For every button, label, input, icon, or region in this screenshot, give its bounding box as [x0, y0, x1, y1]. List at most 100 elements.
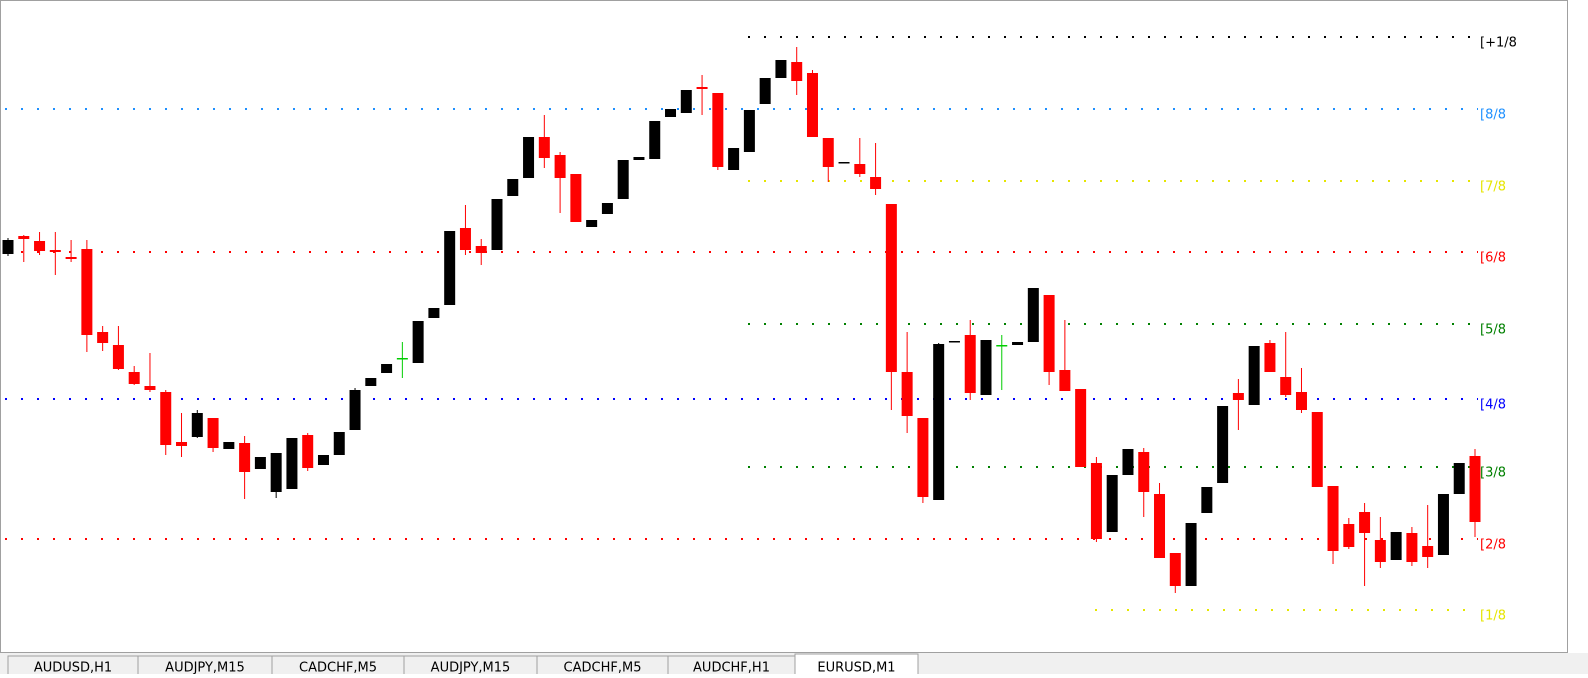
candle-body — [1232, 393, 1244, 400]
candle-body — [1280, 377, 1292, 395]
candle-body — [1437, 494, 1449, 555]
candle-body — [712, 93, 724, 167]
candle-body — [996, 345, 1008, 347]
candle-body — [759, 78, 771, 104]
candle-body — [333, 432, 345, 455]
candle-body — [649, 121, 661, 159]
candle-body — [365, 378, 377, 386]
chart-frame — [0, 0, 1568, 653]
candle-body — [1122, 449, 1134, 475]
candle-body — [1453, 463, 1465, 494]
candle-body — [822, 138, 834, 167]
candle-body — [948, 341, 960, 343]
tab-label[interactable]: AUDUSD,H1 — [34, 661, 112, 676]
tab-label[interactable]: CADCHF,M5 — [564, 661, 642, 676]
candle-body — [302, 435, 314, 468]
tab-label[interactable]: EURUSD,M1 — [817, 661, 895, 676]
candle-body — [444, 231, 456, 305]
candle-body — [239, 443, 251, 472]
candle-body — [207, 418, 219, 448]
candle-body — [507, 179, 519, 196]
candle-body — [1406, 533, 1418, 562]
level-label: [1/8 — [1480, 609, 1506, 624]
candle-body — [601, 203, 613, 214]
candle-body — [1059, 370, 1071, 391]
candle-body — [1138, 452, 1150, 492]
candle-body — [1311, 412, 1323, 487]
candle-body — [191, 413, 203, 437]
candle-body — [176, 442, 188, 446]
candle-body — [1154, 494, 1166, 558]
candle-body — [791, 62, 803, 81]
candle-body — [18, 236, 30, 239]
candle-body — [396, 358, 408, 360]
candle-body — [349, 390, 361, 430]
level-label: [+1/8 — [1480, 36, 1517, 51]
candle-body — [254, 457, 266, 469]
candle-body — [964, 335, 976, 393]
candle-body — [1264, 343, 1276, 372]
tab-label[interactable]: AUDCHF,H1 — [693, 661, 770, 676]
candle-body — [586, 220, 598, 227]
candle-body — [633, 157, 645, 160]
candle-body — [538, 137, 550, 158]
candle-body — [412, 321, 424, 363]
candle-body — [1359, 512, 1371, 533]
candle-body — [933, 344, 945, 500]
candle-body — [381, 364, 393, 373]
candle-body — [459, 228, 471, 250]
candle-body — [97, 332, 109, 343]
candle-body — [81, 249, 93, 335]
candle-body — [286, 438, 298, 489]
candle-body — [317, 455, 329, 465]
tab-label[interactable]: AUDJPY,M15 — [431, 661, 511, 676]
candle-body — [128, 372, 140, 384]
candle-body — [1374, 540, 1386, 562]
candle-body — [1343, 524, 1355, 547]
level-label: [2/8 — [1480, 538, 1506, 553]
candle-body — [1327, 486, 1339, 551]
candle-body — [1390, 532, 1402, 560]
candle-body — [728, 148, 740, 170]
candle-body — [696, 87, 708, 89]
candle-body — [917, 418, 929, 497]
candle-body — [491, 199, 503, 250]
level-label: [6/8 — [1480, 251, 1506, 266]
candle-body — [160, 392, 172, 445]
candle-body — [665, 109, 677, 117]
candle-body — [870, 177, 882, 189]
level-label: [5/8 — [1480, 323, 1506, 338]
candle-body — [1201, 487, 1213, 513]
candle-body — [838, 162, 850, 164]
candle-body — [1090, 463, 1102, 539]
level-label: [3/8 — [1480, 466, 1506, 481]
candle-body — [617, 160, 629, 199]
candle-body — [554, 155, 566, 178]
level-label: [8/8 — [1480, 108, 1506, 123]
level-label: [4/8 — [1480, 398, 1506, 413]
level-label: [7/8 — [1480, 180, 1506, 195]
candle-body — [775, 60, 787, 78]
candle-body — [1027, 288, 1039, 342]
candle-body — [223, 442, 235, 449]
candle-body — [680, 90, 692, 113]
candle-body — [1043, 295, 1055, 372]
tabs: AUDUSD,H1 AUDJPY,M15 CADCHF,M5 AUDJPY,M15 CA… — [7, 653, 919, 678]
tab-label[interactable]: AUDJPY,M15 — [165, 661, 245, 676]
candle-body — [743, 110, 755, 152]
candle-body — [112, 345, 124, 369]
tab-label[interactable]: CADCHF,M5 — [299, 661, 377, 676]
candle-body — [1248, 346, 1260, 405]
candle-body — [885, 204, 897, 372]
candle-body — [1169, 553, 1181, 586]
candle-body — [1012, 342, 1024, 345]
plot: [+1/8 [8/8 [7/8 [6/8 [5/8 [4/8 [3/8 [2/8 [1/8 — [2, 36, 1517, 624]
candle-body — [901, 372, 913, 416]
candle-body — [1469, 456, 1481, 522]
candle-body — [475, 246, 487, 253]
candle-body — [1075, 389, 1087, 467]
candle-body — [270, 453, 282, 492]
candle-body — [428, 308, 440, 318]
